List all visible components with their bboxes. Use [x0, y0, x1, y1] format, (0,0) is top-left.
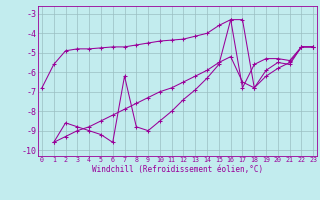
X-axis label: Windchill (Refroidissement éolien,°C): Windchill (Refroidissement éolien,°C)	[92, 165, 263, 174]
